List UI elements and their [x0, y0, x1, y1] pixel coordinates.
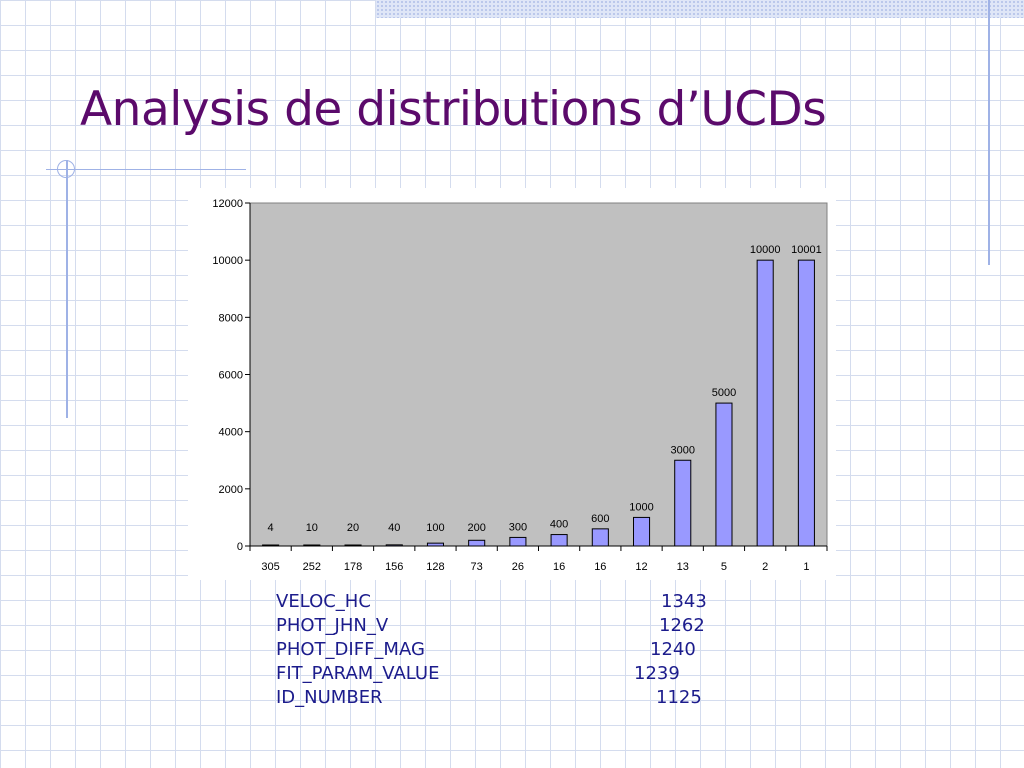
x-tick-label: 16 — [553, 561, 565, 573]
bar-value-label: 400 — [550, 519, 568, 531]
bar-value-label: 10000 — [750, 244, 781, 256]
bar-value-label: 20 — [347, 522, 359, 534]
bar — [385, 544, 403, 547]
ucd-name: FIT_PARAM_VALUE — [276, 663, 440, 684]
bar — [632, 516, 651, 547]
plot-area — [249, 202, 828, 547]
bar-value-label: 300 — [509, 521, 527, 533]
ucd-name: VELOC_HC — [276, 591, 371, 612]
bar-value-label: 1000 — [629, 501, 653, 513]
bar-value-label: 40 — [388, 522, 400, 534]
chart-panel: 0 2000 4000 6000 8000 10000 12000 4 305 10 252 20 17… — [188, 188, 836, 580]
y-tick-label: 2000 — [219, 484, 243, 496]
ucd-count: 1343 — [661, 591, 707, 612]
bar-value-label: 100 — [426, 522, 444, 534]
ucd-count-list: VELOC_HC 1343 PHOT_JHN_V 1262 PHOT_DIFF_… — [276, 590, 736, 710]
y-tick-label: 0 — [237, 541, 243, 553]
bar — [591, 528, 609, 547]
ucd-count: 1240 — [650, 639, 696, 660]
ucd-count: 1125 — [656, 687, 702, 708]
ucd-name: PHOT_JHN_V — [276, 615, 389, 636]
ucd-row-fit-param-value: FIT_PARAM_VALUE 1239 — [276, 662, 736, 686]
y-tick-label: 6000 — [219, 370, 243, 382]
x-tick-label: 156 — [385, 561, 403, 573]
bar-chart: 0200040006000800010000120004305102522017… — [212, 198, 828, 573]
bar — [426, 542, 445, 547]
bar — [715, 402, 733, 547]
ucd-name: ID_NUMBER — [276, 687, 383, 708]
x-tick-label: 252 — [303, 561, 321, 573]
bar — [674, 459, 692, 547]
ucd-row-phot-jhn-v: PHOT_JHN_V 1262 — [276, 614, 736, 638]
page-title: Analysis de distributions d’UCDs — [80, 82, 827, 137]
decorative-top-band — [376, 0, 1024, 18]
x-tick-label: 1 — [803, 561, 809, 573]
bar-value-label: 3000 — [671, 444, 695, 456]
bar — [756, 259, 774, 547]
bar-value-label: 10 — [306, 522, 318, 534]
x-tick-label: 178 — [344, 561, 362, 573]
x-tick-label: 73 — [471, 561, 483, 573]
ucd-count: 1239 — [634, 663, 680, 684]
y-tick-label: 12000 — [212, 198, 243, 210]
ucd-count: 1262 — [659, 615, 705, 636]
bar — [344, 544, 362, 547]
x-tick-label: 12 — [635, 561, 647, 573]
bar — [797, 259, 815, 547]
bar — [468, 539, 486, 547]
bar-value-label: 600 — [591, 513, 609, 525]
ucd-name: PHOT_DIFF_MAG — [276, 639, 425, 660]
bar — [509, 536, 527, 547]
y-tick-label: 8000 — [219, 312, 243, 324]
ucd-row-veloc-hc: VELOC_HC 1343 — [276, 590, 736, 614]
bar-value-label: 10001 — [791, 244, 822, 256]
decorative-right-rule — [988, 0, 990, 265]
x-tick-label: 13 — [677, 561, 689, 573]
bar — [303, 544, 321, 547]
y-tick-label: 10000 — [212, 255, 243, 267]
title-underline-rule — [46, 169, 246, 170]
x-tick-label: 128 — [426, 561, 444, 573]
title-rule-circle — [57, 160, 75, 178]
x-tick-label: 5 — [721, 561, 727, 573]
bar-value-label: 4 — [268, 522, 274, 534]
x-tick-label: 305 — [261, 561, 279, 573]
y-tick-label: 4000 — [219, 427, 243, 439]
bar-value-label: 200 — [467, 522, 485, 534]
x-tick-label: 16 — [594, 561, 606, 573]
bar-value-label: 5000 — [712, 387, 736, 399]
x-tick-label: 2 — [762, 561, 768, 573]
x-tick-label: 26 — [512, 561, 524, 573]
ucd-row-id-number: ID_NUMBER 1125 — [276, 686, 736, 710]
ucd-row-phot-diff-mag: PHOT_DIFF_MAG 1240 — [276, 638, 736, 662]
bar — [262, 544, 280, 547]
bar — [550, 534, 568, 547]
decorative-left-rule — [66, 160, 68, 418]
